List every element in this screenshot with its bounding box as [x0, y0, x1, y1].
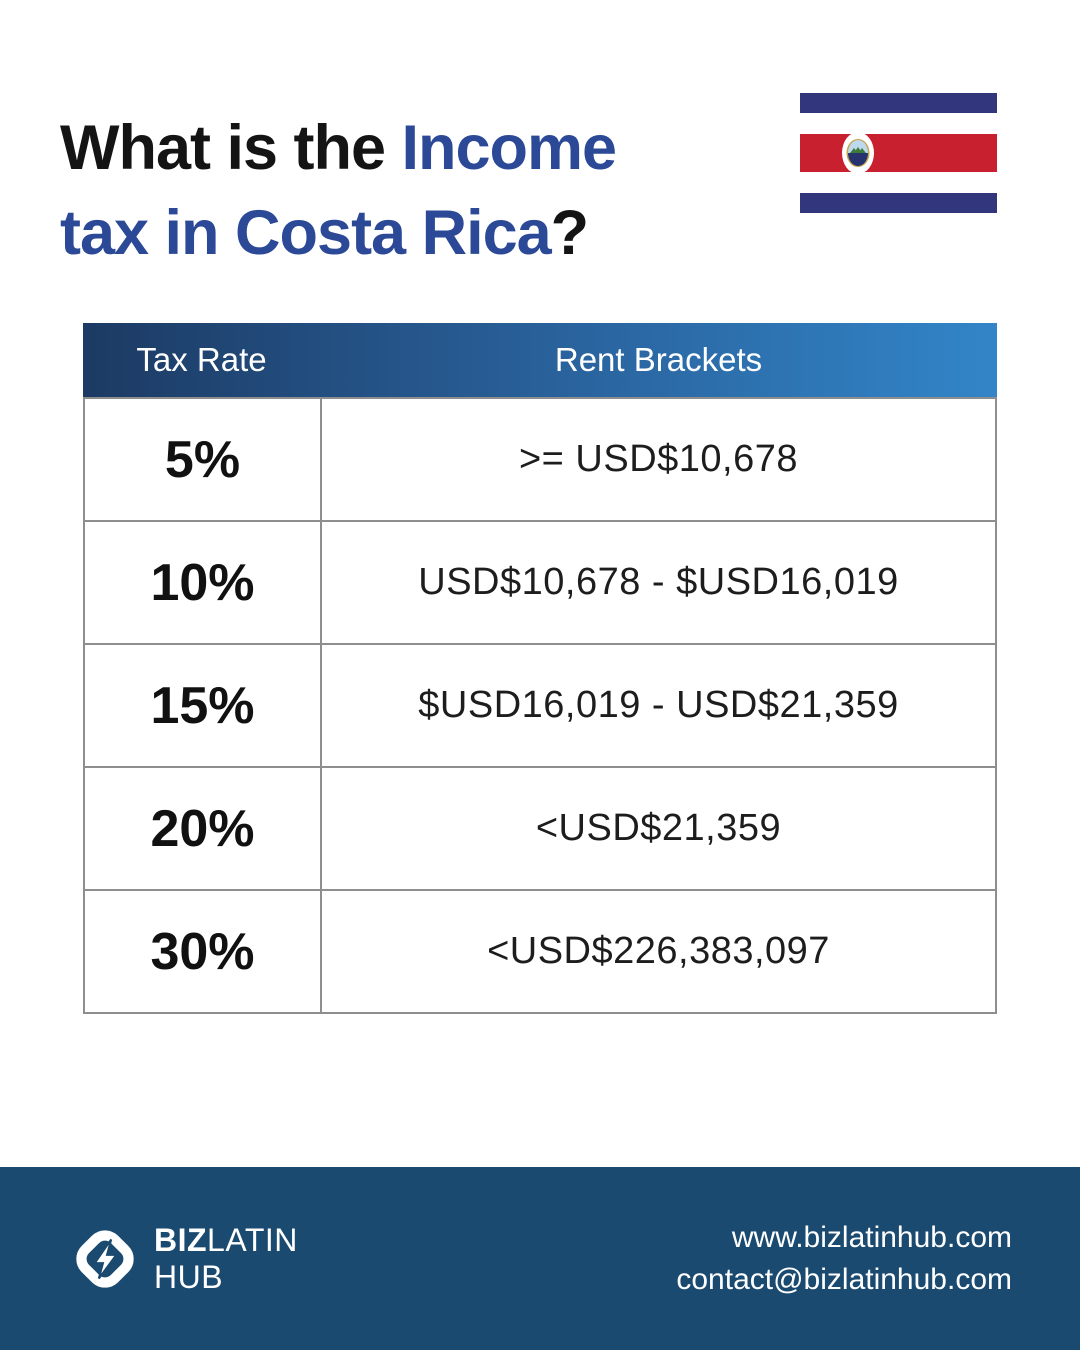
flag-stripe-red — [800, 131, 997, 174]
flag-stripe-white-top — [800, 113, 997, 134]
footer-contact: www.bizlatinhub.com contact@bizlatinhub.… — [676, 1217, 1012, 1300]
table-row: 10% USD$10,678 - $USD16,019 — [85, 520, 995, 643]
rent-bracket-cell: $USD16,019 - USD$21,359 — [418, 684, 899, 726]
tax-rate-cell: 5% — [85, 399, 322, 520]
bizlatinhub-logo: BIZLATIN HUB — [68, 1222, 298, 1296]
costa-rica-flag — [800, 93, 997, 213]
tax-rate-cell: 20% — [85, 768, 322, 889]
table-row: 30% <USD$226,383,097 — [85, 889, 995, 1012]
table-body: 5% >= USD$10,678 10% USD$10,678 - $USD16… — [83, 397, 997, 1014]
footer: BIZLATIN HUB www.bizlatinhub.com contact… — [0, 1167, 1080, 1350]
flag-stripe-blue-top — [800, 93, 997, 114]
title-line-2: tax in Costa Rica? — [60, 198, 589, 269]
flag-stripe-white-bottom — [800, 172, 997, 193]
logo-word-hub: HUB — [154, 1258, 224, 1295]
tax-rate-cell: 30% — [85, 891, 322, 1012]
logo-word-biz: BIZ — [154, 1221, 208, 1258]
bizlatinhub-logo-icon — [76, 1229, 134, 1288]
income-tax-table: Tax Rate Rent Brackets 5% >= USD$10,678 … — [83, 323, 997, 1014]
table-row: 20% <USD$21,359 — [85, 766, 995, 889]
rent-bracket-cell: <USD$21,359 — [535, 807, 782, 849]
tax-rate-cell: 10% — [85, 522, 322, 643]
page-title: What is the Income tax in Costa Rica? — [60, 106, 617, 276]
table-row: 15% $USD16,019 - USD$21,359 — [85, 643, 995, 766]
website-link[interactable]: www.bizlatinhub.com — [731, 1221, 1012, 1255]
bizlatinhub-logo-text: BIZLATIN HUB — [154, 1222, 298, 1296]
column-header-tax-rate: Tax Rate — [136, 341, 267, 378]
table-row: 5% >= USD$10,678 — [85, 399, 995, 520]
rent-bracket-cell: <USD$226,383,097 — [487, 930, 830, 972]
email-link[interactable]: contact@bizlatinhub.com — [676, 1262, 1012, 1296]
rent-bracket-cell: >= USD$10,678 — [518, 438, 799, 480]
table-header-row: Tax Rate Rent Brackets — [83, 323, 997, 397]
coat-of-arms — [842, 131, 874, 174]
tax-rate-cell: 15% — [85, 645, 322, 766]
rent-bracket-cell: USD$10,678 - $USD16,019 — [418, 561, 899, 603]
title-line-1: What is the Income — [60, 113, 617, 184]
logo-word-latin: LATIN — [207, 1221, 298, 1258]
flag-stripe-blue-bottom — [800, 192, 997, 213]
column-header-rent-brackets: Rent Brackets — [554, 341, 763, 378]
